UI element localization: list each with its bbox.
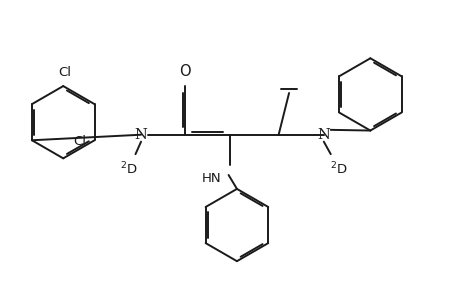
- Text: HN: HN: [201, 172, 220, 185]
- Text: Cl: Cl: [58, 66, 71, 79]
- Text: O: O: [179, 64, 190, 79]
- Text: N: N: [317, 128, 330, 142]
- Text: $^{2}$D: $^{2}$D: [330, 161, 347, 178]
- Text: Cl: Cl: [73, 135, 86, 148]
- Text: $^{2}$D: $^{2}$D: [119, 161, 137, 178]
- Text: N: N: [134, 128, 147, 142]
